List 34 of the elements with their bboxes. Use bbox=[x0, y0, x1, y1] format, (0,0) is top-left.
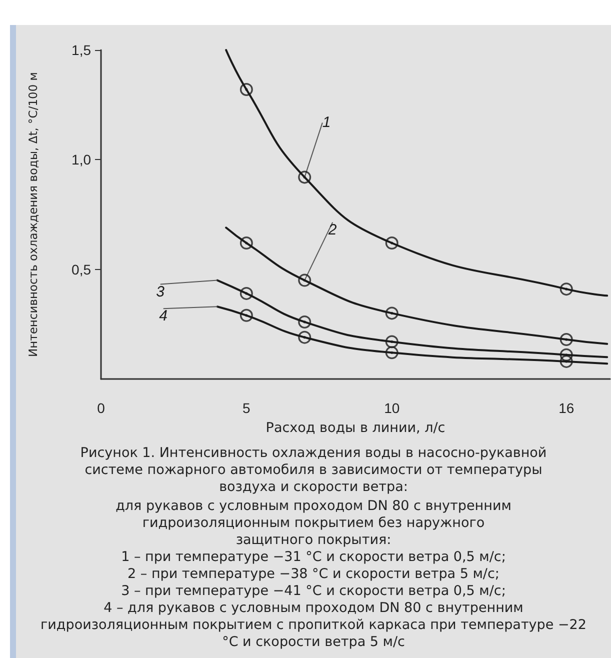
y-tick-label: 1,5 bbox=[72, 42, 92, 58]
point bbox=[560, 333, 573, 346]
text: Рисунок 1. Интенсивность охлаждения воды в насосно-рукавной системе пожарного автомобиля в зависимости от температуры воздуха и скорости ветра: bbox=[79, 445, 548, 496]
text: 2 bbox=[327, 221, 338, 238]
x-tick-label: 16 bbox=[558, 400, 574, 416]
point bbox=[298, 274, 312, 287]
x-tick-label: 10 bbox=[384, 400, 400, 416]
point bbox=[240, 236, 253, 250]
y-tick-label: 0,5 bbox=[72, 261, 92, 278]
point bbox=[560, 282, 573, 296]
point bbox=[385, 346, 398, 360]
point bbox=[385, 306, 398, 320]
point bbox=[385, 236, 398, 250]
point bbox=[240, 308, 253, 322]
x-tick-label: 0 bbox=[97, 400, 106, 416]
text: 1 bbox=[322, 114, 331, 132]
text: для рукавов с условным проходом DN 80 с внутренним гидроизоляционным покрытием без наружного защитного покрытия: bbox=[114, 498, 512, 549]
x-axis-title: Расход воды в линии, л/с bbox=[266, 420, 446, 436]
point bbox=[240, 82, 253, 96]
x-tick-label: 5 bbox=[242, 400, 251, 416]
point bbox=[240, 286, 253, 300]
point bbox=[298, 330, 312, 344]
text: 4 bbox=[159, 308, 168, 325]
point bbox=[298, 315, 312, 328]
point bbox=[298, 170, 312, 184]
y-axis-title: Интенсивность охлаждения воды, Δt, °C/100 м bbox=[26, 72, 40, 357]
line-series bbox=[225, 49, 608, 297]
text: 1 – при температуре −31 °С и скорости ветра 0,5 м/с; bbox=[120, 549, 507, 566]
y-tick-label: 1,0 bbox=[72, 152, 92, 168]
text: 2 – при температуре −38 °С и скорости ветра 5 м/с; bbox=[126, 566, 500, 583]
text: 3 bbox=[156, 283, 166, 300]
point bbox=[560, 354, 573, 368]
text: 4 – для рукавов с условным проходом DN 80 с внутренним гидроизоляционным покрытием с пропиткой каркаса при температуре −22 °С и скорости ветра 5 м/с bbox=[40, 600, 588, 651]
text: 3 – при температуре −41 °С и скорости ветра 0,5 м/с; bbox=[120, 583, 507, 600]
